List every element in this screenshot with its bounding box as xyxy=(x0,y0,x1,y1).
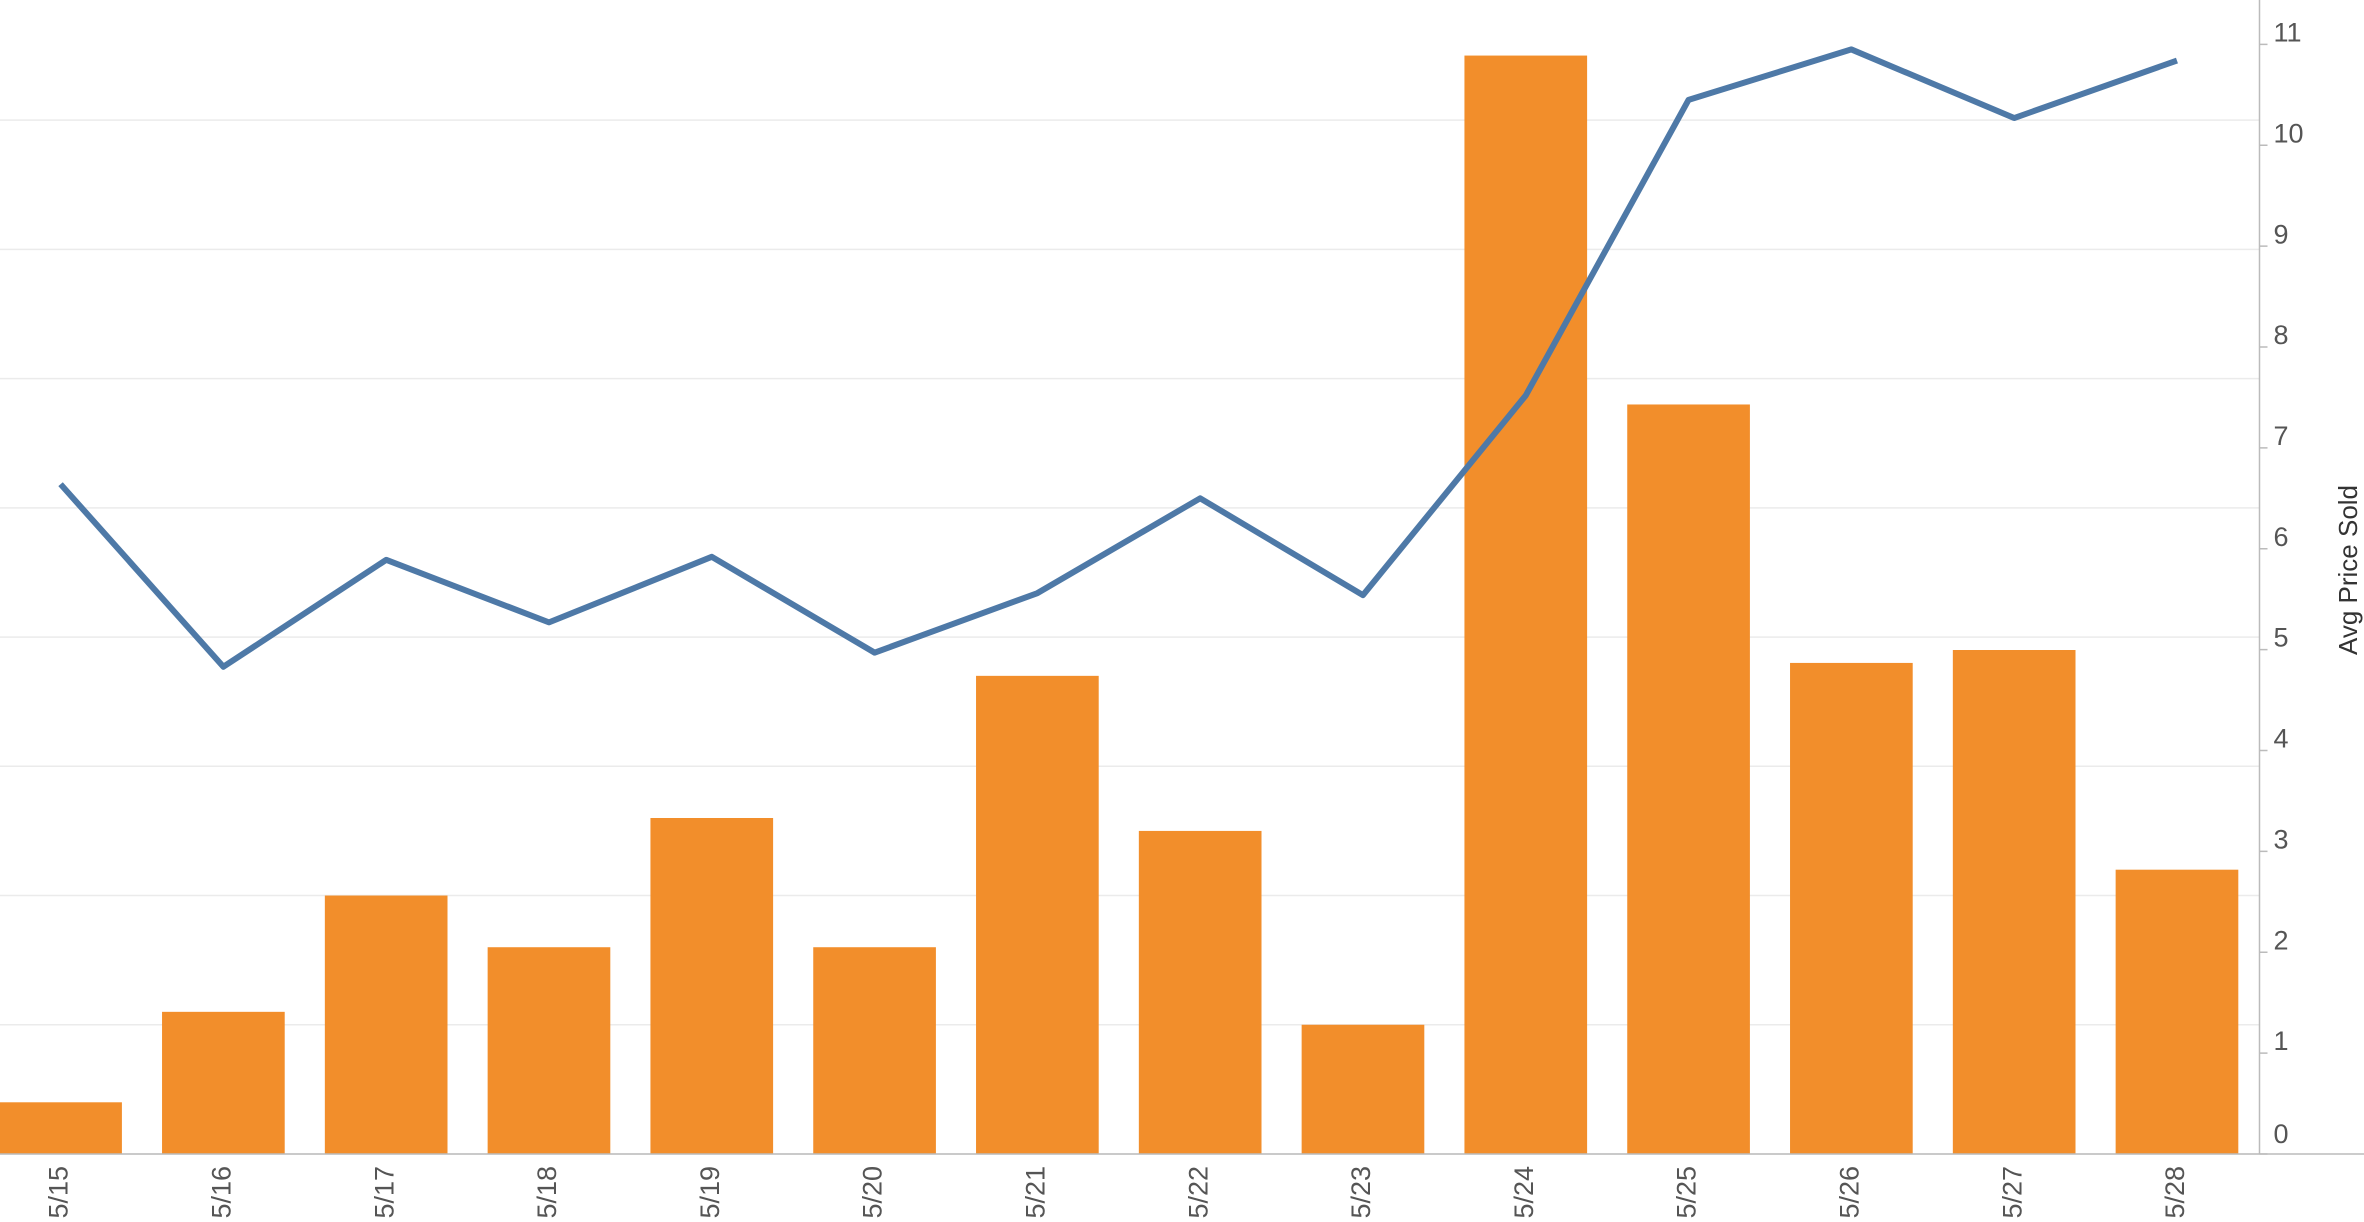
bar xyxy=(1464,55,1588,1154)
bar xyxy=(976,675,1099,1154)
x-tick-label: 5/20 xyxy=(858,1166,888,1219)
y2-tick-label: 2 xyxy=(2274,925,2289,955)
x-tick-label: 5/27 xyxy=(1997,1166,2027,1219)
bar xyxy=(1790,662,1913,1154)
bar xyxy=(1301,1024,1425,1154)
y2-tick-label: 10 xyxy=(2274,118,2304,148)
y2-tick-label: 6 xyxy=(2274,522,2289,552)
y2-tick-label: 5 xyxy=(2274,623,2289,653)
bar xyxy=(324,895,448,1154)
x-tick-label: 5/22 xyxy=(1183,1166,1213,1219)
line xyxy=(58,46,2178,670)
bar xyxy=(1952,650,2076,1154)
x-tick-label: 5/17 xyxy=(369,1166,399,1219)
y2-tick-label: 9 xyxy=(2274,219,2289,249)
bar xyxy=(813,947,936,1154)
x-tick-label: 5/26 xyxy=(1834,1166,1864,1219)
bar xyxy=(2115,869,2239,1154)
bar xyxy=(650,817,774,1154)
y2-tick-label: 3 xyxy=(2274,824,2289,854)
y2-tick-label: 11 xyxy=(2274,18,2302,48)
y2-tick-label: 7 xyxy=(2274,421,2289,451)
bar xyxy=(487,947,611,1154)
x-tick-label: 5/25 xyxy=(1672,1166,1702,1219)
bar xyxy=(0,1102,122,1154)
x-tick-label: 5/15 xyxy=(44,1166,74,1219)
y2-axis-title: Avg Price Sold xyxy=(2333,485,2363,655)
x-tick-label: 5/21 xyxy=(1020,1166,1050,1219)
x-tick-label: 5/28 xyxy=(2160,1166,2190,1219)
y2-tick-label: 1 xyxy=(2274,1026,2289,1056)
x-tick-label: 5/18 xyxy=(532,1166,562,1219)
y2-tick-label: 0 xyxy=(2274,1119,2289,1149)
bar xyxy=(1627,404,1750,1154)
y2-tick-label: 8 xyxy=(2274,320,2289,350)
bar xyxy=(162,1011,285,1154)
y2-tick-label: 4 xyxy=(2274,724,2289,754)
bar xyxy=(1138,830,1262,1154)
x-tick-label: 5/23 xyxy=(1346,1166,1376,1219)
x-tick-label: 5/24 xyxy=(1509,1166,1539,1219)
x-tick-label: 5/19 xyxy=(695,1166,725,1219)
x-tick-label: 5/16 xyxy=(207,1166,237,1219)
